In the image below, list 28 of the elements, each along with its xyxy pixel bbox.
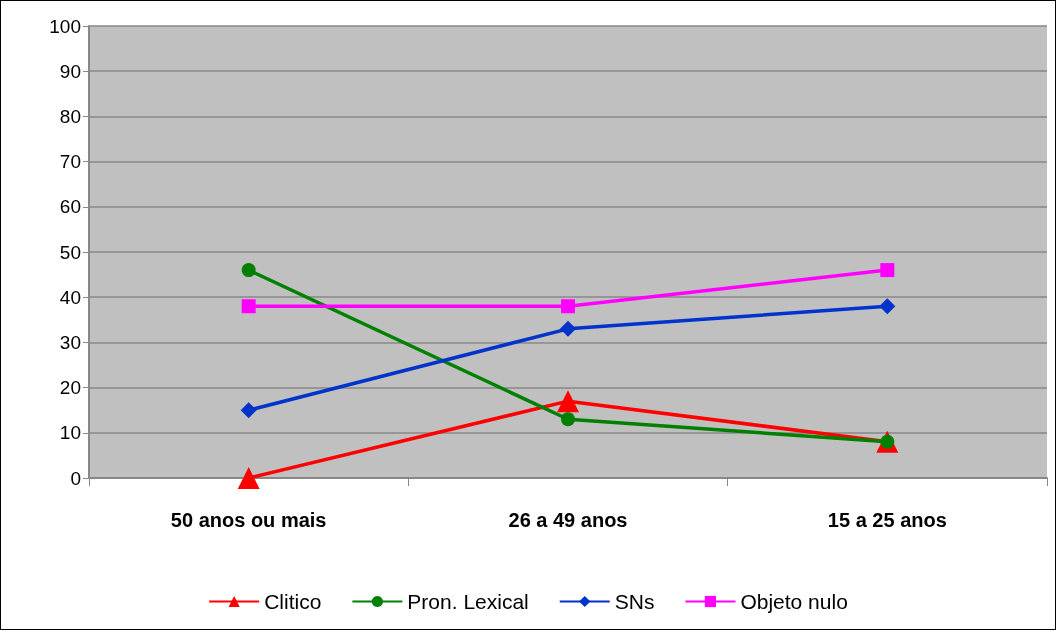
legend-label: Clitico	[264, 590, 322, 613]
point	[557, 390, 579, 413]
point	[880, 263, 895, 278]
y-tick-label: 100	[49, 15, 81, 37]
point	[561, 299, 575, 314]
x-tick-label: 26 a 49 anos	[508, 509, 628, 531]
x-tick-label: 15 a 25 anos	[827, 509, 947, 531]
legend-label: Objeto nulo	[740, 590, 848, 613]
legend-label: Pron. Lexical	[407, 590, 529, 613]
point	[241, 299, 256, 314]
y-tick-label: 60	[59, 196, 81, 218]
point	[237, 467, 260, 489]
y-tick-label: 0	[70, 467, 81, 489]
y-tick-label: 40	[59, 286, 81, 308]
y-tick-label: 10	[59, 422, 81, 444]
y-tick-label: 80	[59, 105, 81, 127]
y-tick-label: 70	[59, 151, 81, 173]
y-tick-label: 20	[59, 377, 81, 399]
legend-label: SNs	[614, 590, 655, 613]
y-tick-label: 30	[59, 331, 81, 353]
point	[879, 298, 896, 315]
point	[241, 263, 256, 278]
point	[560, 320, 576, 337]
y-tick-label: 90	[59, 60, 81, 82]
point	[561, 412, 575, 427]
y-tick-label: 50	[59, 241, 81, 263]
point	[240, 402, 257, 419]
x-tick-label: 50 anos ou mais	[170, 509, 327, 531]
